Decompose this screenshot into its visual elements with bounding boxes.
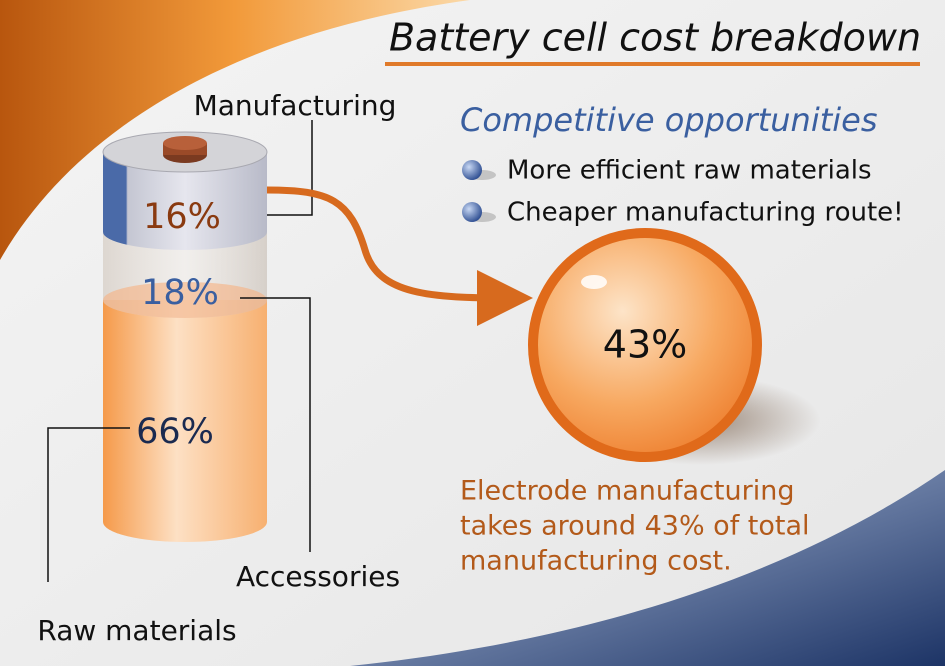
share-label: 66% (136, 412, 214, 452)
segment-name: Raw materials (37, 614, 236, 647)
sphere (528, 228, 762, 462)
manufacturing-segment (103, 152, 267, 250)
arrow (266, 186, 533, 326)
note-line: takes around 43% of total (460, 511, 810, 542)
leader-line (267, 120, 313, 216)
share-label: 16% (143, 197, 221, 237)
segment-top (103, 282, 267, 318)
battery (102, 131, 268, 542)
orange-swoosh (0, 0, 470, 260)
list-item: More efficient raw materials (507, 156, 872, 186)
leader-line (47, 427, 130, 582)
segment-name: Accessories (236, 560, 400, 593)
highlight-spot (581, 275, 607, 289)
bullet (462, 202, 482, 222)
heading: Competitive opportunities (460, 101, 878, 139)
title: Battery cell cost breakdown (389, 16, 921, 60)
raw-materials-segment (103, 300, 267, 542)
share-label: 18% (141, 273, 219, 313)
blue-corner (350, 470, 945, 666)
segment-name: Manufacturing (194, 89, 397, 122)
sphere-label: 43% (603, 323, 687, 367)
bullet (462, 160, 482, 180)
leader-line (240, 297, 311, 552)
note-line: Electrode manufacturing (460, 476, 794, 507)
terminal-top (163, 136, 207, 150)
list-item: Cheaper manufacturing route! (507, 198, 904, 228)
note-line: manufacturing cost. (460, 546, 732, 577)
